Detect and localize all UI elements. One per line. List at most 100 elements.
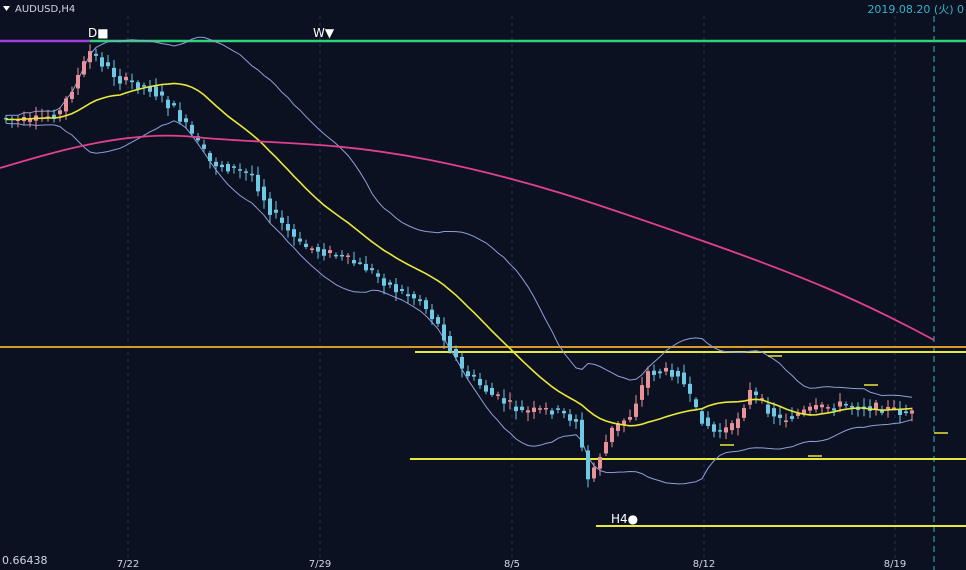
candle-body [760, 398, 764, 400]
candle-body [460, 356, 464, 369]
candle-body [502, 398, 506, 404]
candle-body [718, 430, 722, 432]
candle-body [478, 378, 482, 386]
candle-body [742, 407, 746, 418]
candle-body [790, 416, 794, 419]
candle-body [892, 407, 896, 409]
candle-body [94, 53, 98, 56]
candle-body [850, 405, 854, 408]
candle-body [556, 408, 560, 410]
candle-body [580, 419, 584, 448]
candle-body [58, 110, 62, 115]
candle-body [490, 388, 494, 395]
daily-marker: D■ [88, 26, 109, 40]
candle-body [292, 229, 296, 237]
x-tick-label: 7/29 [309, 559, 331, 570]
candle-body [448, 336, 452, 352]
symbol-dropdown-icon[interactable] [3, 6, 10, 11]
candle-body [496, 394, 500, 396]
candle-body [472, 374, 476, 377]
candle-body [184, 118, 188, 123]
candle-body [532, 407, 536, 412]
candle-body [100, 57, 104, 67]
x-tick-label: 8/12 [693, 559, 715, 570]
candle-body [880, 409, 884, 413]
candle-body [214, 161, 218, 167]
candle-body [232, 166, 236, 168]
candle-body [736, 418, 740, 429]
x-tick-label: 8/5 [504, 559, 520, 570]
candle-body [520, 406, 524, 411]
candle-body [808, 406, 812, 411]
candles [4, 44, 914, 488]
candle-body [562, 410, 566, 414]
candle-body [436, 317, 440, 324]
candle-body [754, 391, 758, 396]
candle-body [664, 367, 668, 372]
candle-body [118, 76, 122, 84]
candle-body [466, 371, 470, 377]
timestamp: 2019.08.20 (火) 0 [867, 3, 964, 16]
candle-body [574, 419, 578, 422]
candle-body [784, 420, 788, 422]
candle-body [394, 284, 398, 293]
candle-body [82, 61, 86, 75]
moving-averages [0, 82, 935, 427]
candle-body [130, 80, 134, 83]
candle-body [328, 250, 332, 253]
candle-body [370, 268, 374, 271]
candle-body [286, 224, 290, 231]
candle-body [70, 91, 74, 99]
candle-body [340, 254, 344, 257]
candle-body [442, 324, 446, 341]
candle-body [748, 389, 752, 405]
candle-body [910, 410, 914, 414]
candle-body [676, 370, 680, 377]
candle-body [52, 114, 56, 119]
candle-body [106, 62, 110, 67]
candle-body [634, 403, 638, 417]
candle-body [124, 76, 128, 81]
candle-body [700, 411, 704, 424]
x-tick-label: 8/19 [884, 559, 906, 570]
candle-body [658, 371, 662, 374]
bollinger-bands [5, 36, 913, 485]
candle-body [766, 404, 770, 414]
candle-body [838, 401, 842, 407]
candle-body [4, 117, 8, 120]
candle-body [430, 309, 434, 320]
candle-body [874, 402, 878, 410]
weekly-marker: W▼ [313, 26, 335, 40]
grid [127, 16, 935, 570]
candle-body [628, 417, 632, 420]
candle-body [802, 409, 806, 414]
candle-body [622, 420, 626, 425]
candle-body [334, 254, 338, 257]
candle-body [400, 289, 404, 292]
candle-body [76, 75, 80, 89]
candle-body [706, 417, 710, 426]
candle-body [148, 86, 152, 92]
candle-body [592, 467, 596, 479]
candle-body [166, 99, 170, 109]
candle-body [208, 152, 212, 162]
candle-body [244, 171, 248, 173]
candle-body [886, 406, 890, 410]
x-tick-label: 7/22 [117, 559, 139, 570]
candle-body [544, 407, 548, 410]
candle-body [382, 278, 386, 286]
candle-body [682, 372, 686, 385]
candle-body [28, 118, 32, 122]
candle-body [898, 408, 902, 415]
candle-body [388, 282, 392, 285]
candle-body [256, 174, 260, 192]
candle-body [586, 450, 590, 480]
candle-body [418, 299, 422, 302]
candle-body [712, 424, 716, 432]
sma-long-line [0, 134, 935, 341]
candle-body [136, 82, 140, 90]
candle-body [274, 209, 278, 213]
chart-title: AUDUSD,H4 [15, 4, 75, 15]
